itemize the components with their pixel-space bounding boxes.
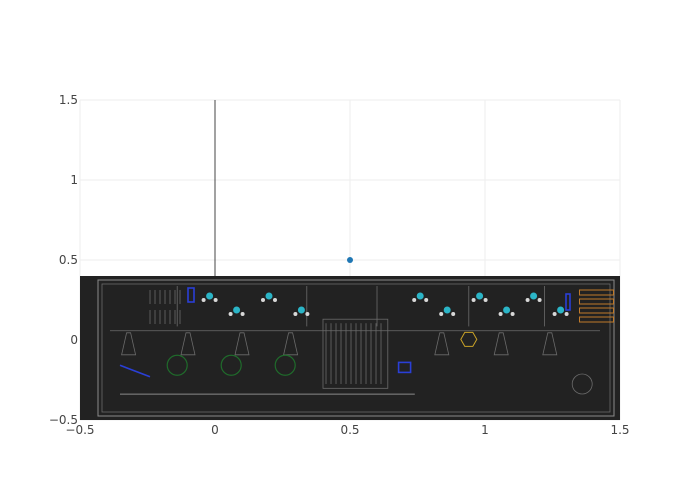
floor-plan-background <box>80 276 620 420</box>
data-point[interactable] <box>347 257 353 263</box>
y-tick-label: −0.5 <box>49 413 78 427</box>
y-axis-ticks: −0.5 0 0.5 1 1.5 <box>49 93 78 427</box>
y-tick-label: 1 <box>70 173 78 187</box>
y-tick-label: 0 <box>70 333 78 347</box>
x-tick-label: 1.5 <box>610 423 629 437</box>
data-points <box>347 257 353 263</box>
x-axis-ticks: −0.5 0 0.5 1 1.5 <box>65 423 629 437</box>
x-tick-label: 0 <box>211 423 219 437</box>
y-tick-label: 0.5 <box>59 253 78 267</box>
x-tick-label: −0.5 <box>65 423 94 437</box>
x-tick-label: 1 <box>481 423 489 437</box>
floor-plan-image <box>80 276 620 420</box>
y-tick-label: 1.5 <box>59 93 78 107</box>
x-tick-label: 0.5 <box>340 423 359 437</box>
